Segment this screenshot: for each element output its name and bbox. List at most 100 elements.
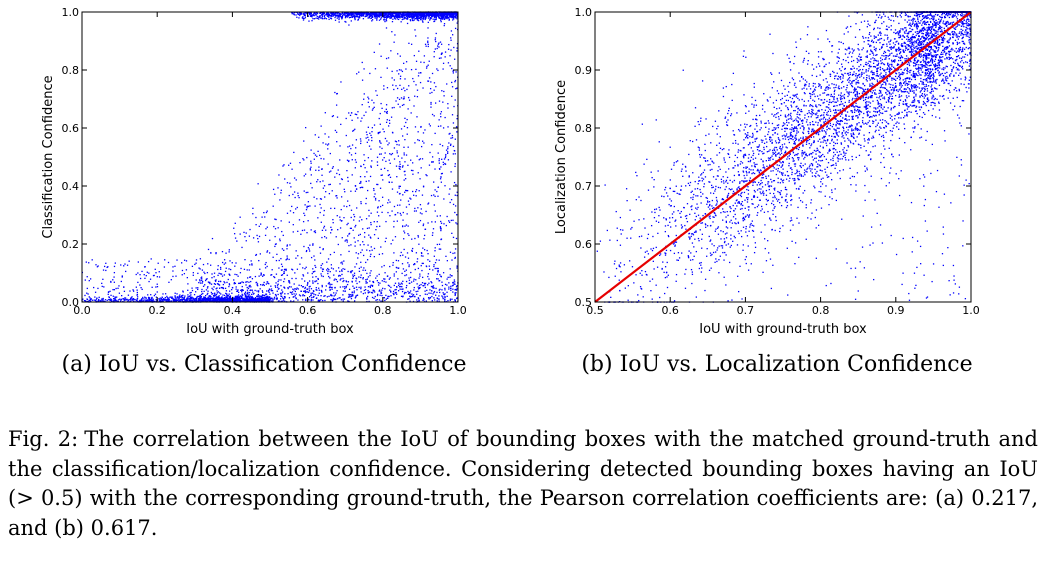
data-point (411, 249, 413, 252)
data-point (354, 18, 356, 21)
data-point (456, 22, 458, 24)
data-point (354, 297, 356, 299)
data-point (413, 263, 415, 266)
data-point (302, 158, 304, 160)
data-point (398, 167, 400, 170)
data-point (447, 13, 449, 15)
data-point (448, 133, 450, 135)
data-point (418, 13, 420, 16)
data-point (387, 15, 389, 17)
data-point (389, 277, 391, 279)
data-point (368, 180, 370, 182)
data-point (455, 17, 457, 19)
data-point (283, 280, 285, 283)
data-point (206, 298, 208, 301)
data-point (393, 284, 395, 287)
data-point (323, 209, 325, 212)
data-point (356, 16, 359, 18)
data-point (367, 286, 370, 288)
data-point (325, 237, 328, 239)
data-point (354, 16, 356, 18)
data-point (320, 14, 323, 16)
data-point (456, 191, 458, 193)
data-point (312, 18, 314, 20)
data-point (395, 259, 398, 262)
data-point (320, 299, 322, 301)
data-point (443, 24, 445, 27)
data-point (455, 126, 458, 128)
data-point (374, 15, 376, 18)
data-point (362, 254, 365, 257)
data-point (195, 279, 197, 281)
data-point (190, 294, 192, 296)
data-point (194, 291, 197, 293)
data-point (251, 297, 254, 299)
data-point (306, 13, 308, 15)
data-point (283, 286, 285, 288)
data-point (431, 12, 433, 14)
data-point (339, 216, 341, 218)
data-point (155, 272, 157, 274)
data-point (150, 298, 152, 301)
data-point (340, 254, 342, 256)
data-point (183, 296, 186, 299)
data-point (353, 216, 356, 218)
data-point (445, 17, 447, 19)
data-point (452, 145, 455, 148)
data-point (198, 300, 200, 302)
data-point (416, 258, 419, 260)
data-point (354, 12, 356, 14)
data-point (314, 280, 316, 283)
data-point (411, 13, 414, 16)
data-point (346, 16, 348, 18)
data-point (402, 165, 404, 167)
data-point (124, 297, 126, 299)
data-point (202, 299, 204, 302)
data-point (440, 14, 443, 17)
data-point (197, 299, 200, 301)
data-point (354, 159, 357, 161)
data-point (350, 270, 352, 272)
data-point (284, 293, 286, 295)
data-point (424, 18, 426, 21)
data-point (216, 296, 218, 298)
data-point (365, 280, 367, 283)
data-point (248, 286, 250, 288)
data-point (383, 167, 386, 170)
data-point (239, 297, 241, 299)
data-point (237, 275, 239, 277)
data-point (333, 251, 335, 254)
data-point (243, 300, 245, 303)
data-point (371, 127, 374, 129)
data-point (264, 300, 267, 302)
data-point (420, 16, 422, 19)
data-point (440, 53, 443, 55)
data-point (322, 187, 325, 189)
data-point (207, 263, 209, 265)
data-point (203, 300, 205, 302)
data-point (424, 17, 426, 20)
data-point (206, 300, 209, 302)
data-point (303, 175, 305, 177)
data-point (336, 15, 339, 17)
data-point (281, 292, 283, 294)
data-point (400, 21, 402, 23)
data-point (351, 280, 353, 283)
data-point (219, 273, 222, 275)
data-point (397, 284, 400, 286)
data-point (397, 12, 399, 14)
data-point (147, 294, 149, 296)
data-point (454, 252, 456, 254)
data-point (448, 286, 450, 288)
data-point (372, 289, 374, 291)
data-point (224, 300, 226, 302)
data-point (438, 42, 440, 44)
data-point (384, 19, 386, 21)
data-point (265, 293, 267, 295)
data-point (399, 185, 401, 188)
data-point (204, 297, 206, 299)
data-point (417, 297, 420, 299)
data-point (229, 297, 231, 299)
data-point (298, 17, 300, 19)
data-point (287, 287, 289, 289)
